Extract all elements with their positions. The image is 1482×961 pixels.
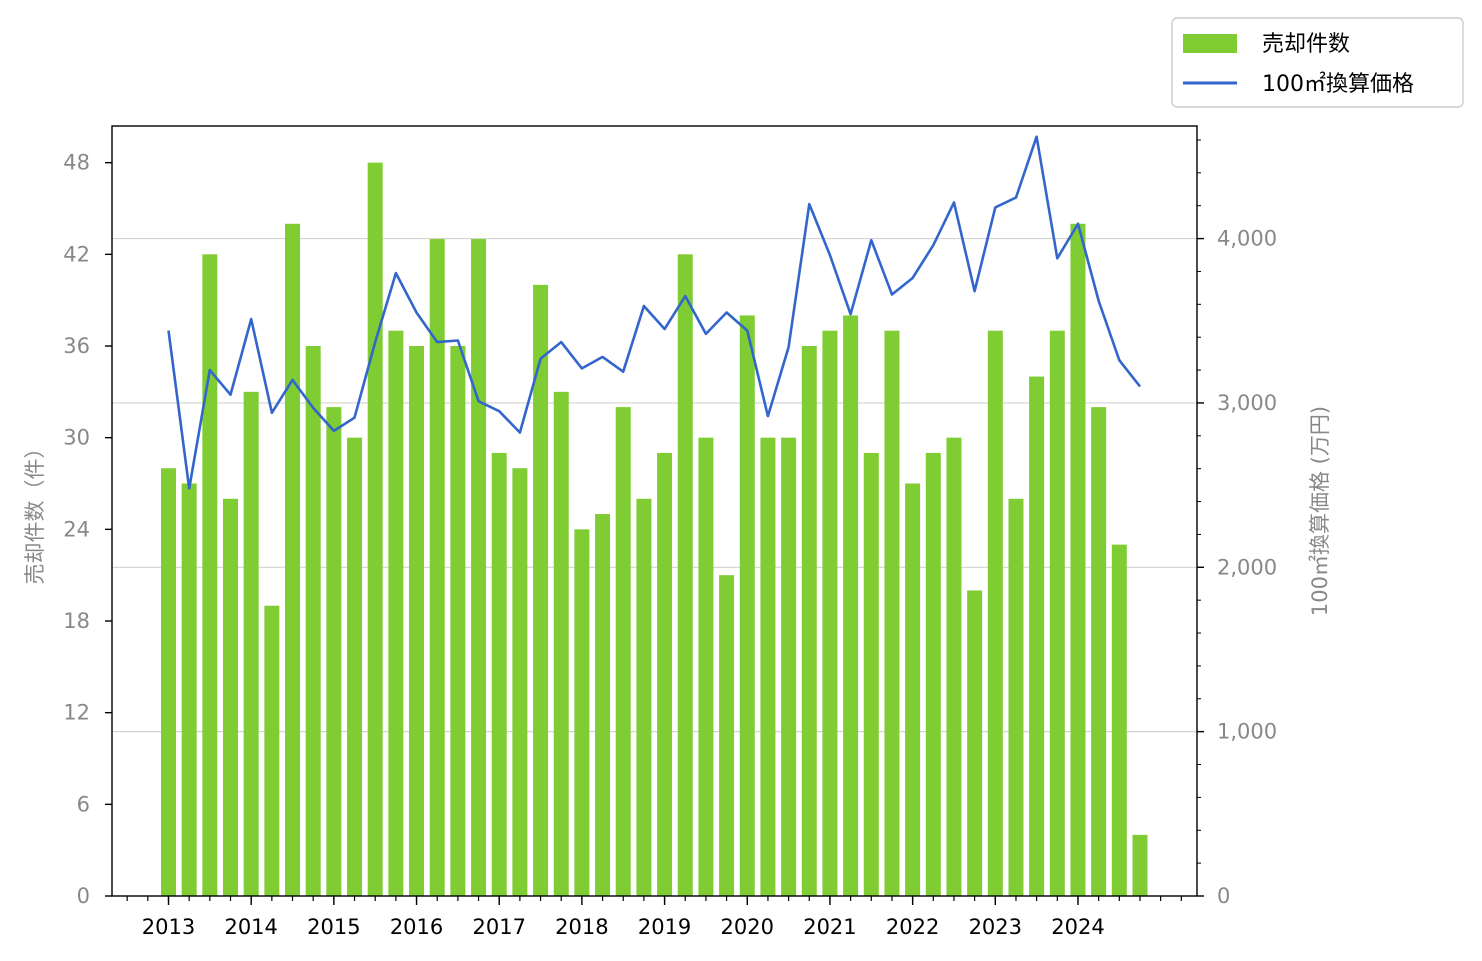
- bar: [1111, 544, 1127, 896]
- bar: [574, 529, 590, 896]
- left-tick-label: 6: [77, 792, 90, 816]
- bar: [987, 330, 1003, 896]
- bar: [202, 254, 218, 897]
- x-tick-label: 2014: [224, 915, 277, 939]
- bar: [863, 452, 879, 896]
- x-tick-label: 2015: [307, 915, 360, 939]
- bar: [1029, 376, 1045, 896]
- bar: [161, 468, 176, 896]
- bar: [739, 315, 755, 896]
- left-axis-title: 売却件数（件）: [23, 438, 47, 585]
- right-tick-label: 1,000: [1217, 720, 1277, 744]
- x-tick-label: 2017: [472, 915, 525, 939]
- bar: [843, 315, 859, 896]
- bar: [657, 452, 673, 896]
- bar: [595, 514, 611, 896]
- left-tick-label: 24: [63, 517, 90, 541]
- bar: [884, 330, 900, 896]
- bar: [326, 407, 342, 896]
- bar: [801, 346, 817, 896]
- bar: [615, 407, 631, 896]
- bar: [367, 162, 383, 896]
- bar: [409, 346, 425, 896]
- bar: [264, 605, 280, 896]
- legend-bar-swatch: [1183, 34, 1237, 53]
- bar: [925, 452, 941, 896]
- price-line: [167, 135, 1142, 490]
- right-tick-label: 3,000: [1217, 391, 1277, 415]
- bar: [781, 437, 797, 896]
- bar: [698, 437, 714, 896]
- legend-line-label: 100㎡換算価格: [1262, 71, 1414, 97]
- bar: [905, 483, 921, 896]
- bar: [1008, 498, 1024, 896]
- right-axis: 0 1,000 2,000 3,000 4,000: [1197, 139, 1277, 908]
- left-tick-label: 48: [63, 151, 90, 175]
- bar: [760, 437, 776, 896]
- right-tick-label: 0: [1217, 884, 1230, 908]
- right-axis-title: 100㎡換算価格 (万円): [1308, 406, 1332, 616]
- left-axis: 0 6 12 18 24 30 36 42 48: [63, 151, 112, 908]
- left-tick-label: 30: [63, 426, 90, 450]
- left-tick-label: 12: [63, 701, 90, 725]
- bar: [305, 346, 321, 896]
- left-tick-label: 18: [63, 609, 90, 633]
- price-line-path: [167, 135, 1142, 490]
- bar: [285, 223, 301, 896]
- legend: 売却件数 100㎡換算価格: [1171, 17, 1464, 108]
- right-tick-label: 4,000: [1217, 227, 1277, 251]
- bar: [243, 391, 259, 896]
- bar: [347, 437, 363, 896]
- bar: [223, 498, 239, 896]
- bar: [946, 437, 962, 896]
- bar: [533, 284, 549, 896]
- right-tick-label: 2,000: [1217, 555, 1277, 579]
- bar: [429, 239, 445, 897]
- legend-frame: [1171, 17, 1464, 108]
- x-tick-label: 2013: [142, 915, 195, 939]
- left-tick-label: 36: [63, 334, 90, 358]
- bar: [471, 239, 487, 897]
- left-tick-label: 42: [63, 242, 90, 266]
- bar: [553, 391, 569, 896]
- bar: [1049, 330, 1065, 896]
- x-tick-label: 2021: [803, 915, 856, 939]
- x-tick-label: 2016: [390, 915, 443, 939]
- x-tick-label: 2024: [1051, 915, 1104, 939]
- legend-bar-label: 売却件数: [1262, 32, 1350, 57]
- bar: [491, 452, 507, 896]
- x-tick-label: 2020: [721, 915, 774, 939]
- plot-frame: [111, 125, 1198, 897]
- bar: [388, 330, 404, 896]
- bar: [450, 346, 466, 896]
- bar: [181, 483, 197, 896]
- x-tick-label: 2023: [969, 915, 1022, 939]
- bar: [967, 590, 983, 896]
- x-axis: 2013 2014 2015 2016 2017 2018 2019 2020 2021 2022…: [126, 896, 1182, 939]
- bar: [822, 330, 838, 896]
- bars: [161, 162, 1148, 897]
- x-tick-label: 2018: [555, 915, 608, 939]
- bar: [636, 498, 652, 896]
- bar: [719, 575, 735, 896]
- left-tick-label: 0: [77, 884, 90, 908]
- bar: [1070, 223, 1086, 896]
- x-tick-label: 2019: [638, 915, 691, 939]
- bar: [1132, 834, 1148, 896]
- bar: [512, 468, 528, 896]
- bar: [1091, 407, 1107, 896]
- x-tick-label: 2022: [886, 915, 939, 939]
- bar: [677, 254, 693, 897]
